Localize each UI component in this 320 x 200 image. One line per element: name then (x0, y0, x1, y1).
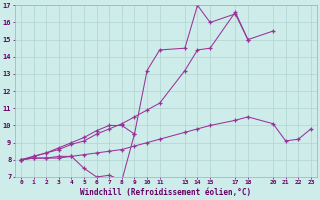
X-axis label: Windchill (Refroidissement éolien,°C): Windchill (Refroidissement éolien,°C) (80, 188, 252, 197)
